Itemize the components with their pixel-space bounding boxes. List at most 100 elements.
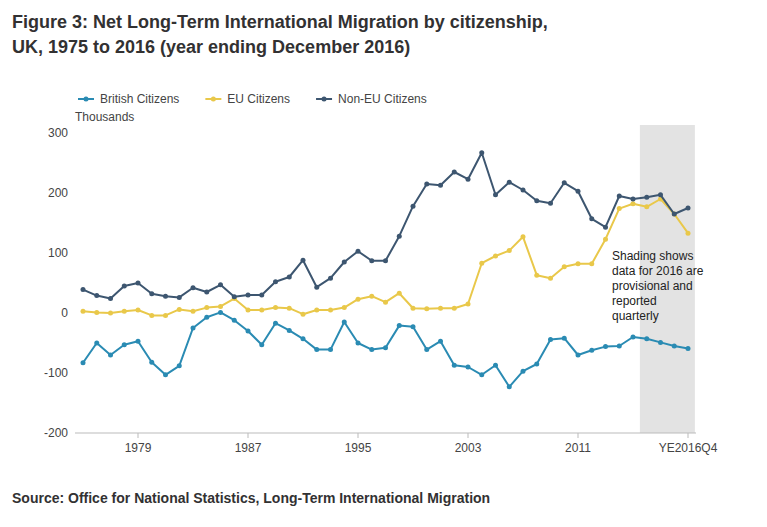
- point: [589, 261, 594, 266]
- point: [411, 204, 416, 209]
- x-tick: [688, 433, 689, 438]
- point: [94, 341, 99, 346]
- point: [603, 344, 608, 349]
- x-tick: [248, 433, 249, 438]
- y-tick-label: 200: [48, 186, 68, 200]
- point: [493, 254, 498, 259]
- point: [562, 264, 567, 269]
- x-tick-label: 2003: [455, 441, 482, 455]
- point: [631, 335, 636, 340]
- point: [466, 302, 471, 307]
- point: [548, 337, 553, 342]
- point: [177, 307, 182, 312]
- point: [479, 372, 484, 377]
- point: [287, 306, 292, 311]
- point: [149, 313, 154, 318]
- point: [301, 312, 306, 317]
- point: [617, 206, 622, 211]
- point: [328, 347, 333, 352]
- source: Source: Office for National Statistics, …: [12, 490, 490, 506]
- point: [644, 204, 649, 209]
- point: [603, 237, 608, 242]
- point: [218, 310, 223, 315]
- point: [534, 273, 539, 278]
- point: [576, 261, 581, 266]
- point: [507, 180, 512, 185]
- point: [397, 323, 402, 328]
- point: [521, 369, 526, 374]
- point: [177, 363, 182, 368]
- point: [163, 294, 168, 299]
- point: [204, 290, 209, 295]
- y-tick-label: -200: [44, 426, 68, 440]
- x-tick-label: 1995: [345, 441, 372, 455]
- point: [136, 339, 141, 344]
- point: [493, 192, 498, 197]
- x-tick-label: YE2016Q4: [659, 441, 718, 455]
- point: [232, 318, 237, 323]
- x-tick: [358, 433, 359, 438]
- point: [383, 300, 388, 305]
- point: [617, 344, 622, 349]
- legend-swatch: [322, 97, 327, 102]
- point: [466, 177, 471, 182]
- point: [287, 275, 292, 280]
- point: [204, 315, 209, 320]
- point: [521, 188, 526, 193]
- point: [479, 261, 484, 266]
- point: [658, 340, 663, 345]
- point: [81, 287, 86, 292]
- point: [534, 362, 539, 367]
- point: [342, 260, 347, 265]
- point: [424, 182, 429, 187]
- point: [507, 248, 512, 253]
- annotation: Shading shows data for 2016 are provisio…: [612, 249, 704, 324]
- title: Figure 3: Net Long-Term International Mi…: [12, 10, 572, 60]
- point: [672, 212, 677, 217]
- point: [548, 201, 553, 206]
- y-tick-label: 100: [48, 246, 68, 260]
- x-tick-label: 1987: [235, 441, 262, 455]
- point: [617, 194, 622, 199]
- point: [342, 320, 347, 325]
- point: [122, 309, 127, 314]
- point: [507, 384, 512, 389]
- point: [658, 192, 663, 197]
- point: [521, 234, 526, 239]
- point: [452, 170, 457, 175]
- point: [301, 336, 306, 341]
- point: [218, 304, 223, 309]
- legend-label: Non-EU Citizens: [338, 92, 427, 106]
- point: [108, 353, 113, 358]
- point: [81, 360, 86, 365]
- point: [314, 347, 319, 352]
- point: [191, 285, 196, 290]
- point: [232, 294, 237, 299]
- point: [562, 180, 567, 185]
- point: [328, 308, 333, 313]
- point: [218, 282, 223, 287]
- point: [562, 336, 567, 341]
- point: [356, 341, 361, 346]
- x-axis: [75, 433, 696, 434]
- point: [672, 344, 677, 349]
- point: [644, 195, 649, 200]
- point: [356, 249, 361, 254]
- point: [191, 309, 196, 314]
- point: [328, 276, 333, 281]
- y-tick-label: -100: [44, 366, 68, 380]
- point: [259, 308, 264, 313]
- point: [287, 328, 292, 333]
- point: [246, 329, 251, 334]
- point: [603, 225, 608, 230]
- point: [149, 360, 154, 365]
- point: [136, 281, 141, 286]
- point: [369, 347, 374, 352]
- point: [383, 345, 388, 350]
- x-tick: [138, 433, 139, 438]
- point: [356, 297, 361, 302]
- chart: -200-1000100200300Thousands1979198719952…: [0, 0, 767, 527]
- point: [177, 295, 182, 300]
- point: [424, 306, 429, 311]
- point: [686, 206, 691, 211]
